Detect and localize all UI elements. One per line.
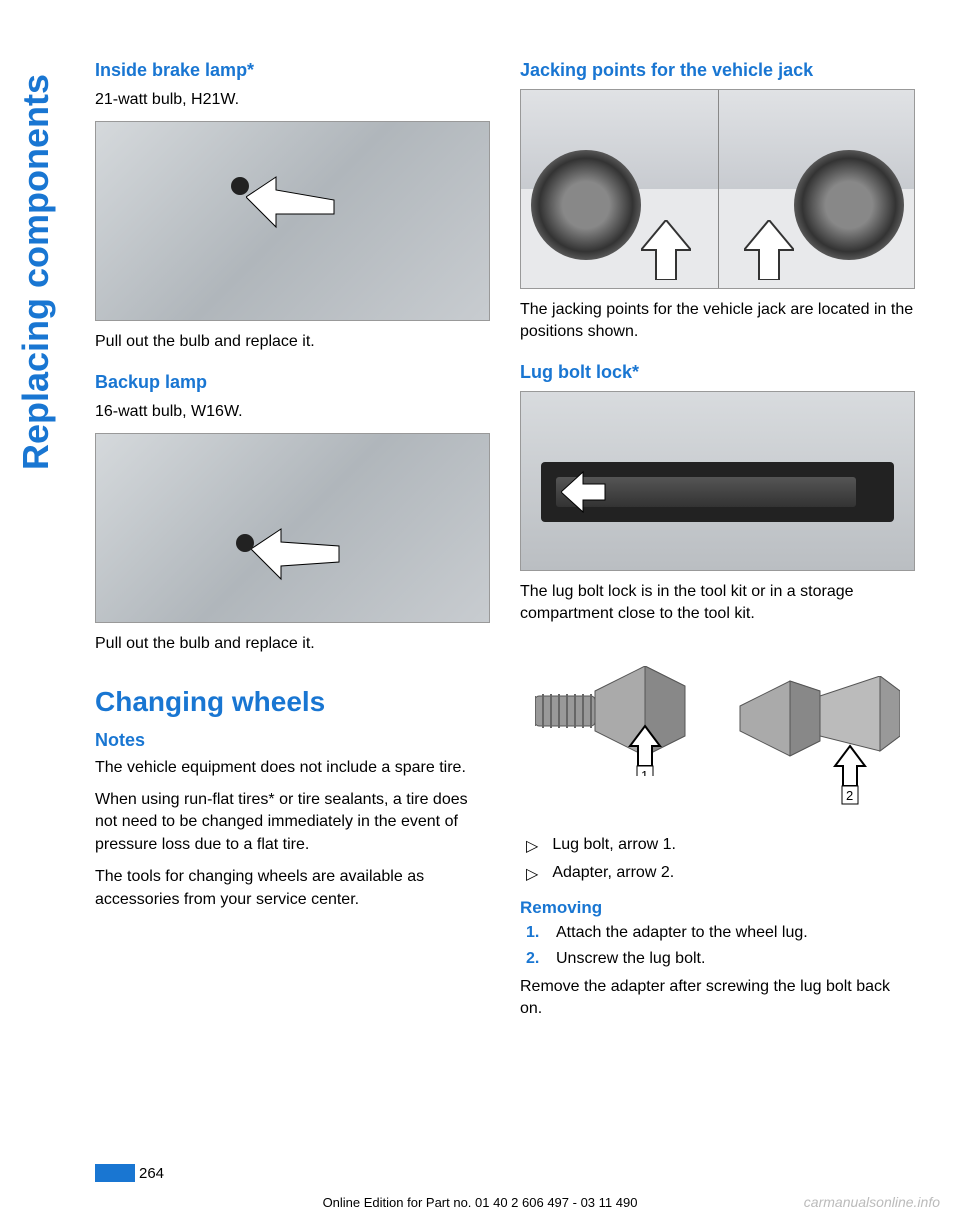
step-1: 1. Attach the adapter to the wheel lug. — [520, 924, 915, 942]
page-number: 264 — [95, 1165, 164, 1182]
bullet-text-2: Adapter, arrow 2. — [552, 864, 674, 884]
heading-jacking-points: Jacking points for the vehicle jack — [520, 60, 915, 81]
bullet-text-1: Lug bolt, arrow 1. — [552, 836, 676, 856]
heading-backup-lamp: Backup lamp — [95, 372, 490, 393]
step-text-2: Unscrew the lug bolt. — [556, 950, 705, 968]
triangle-bullet-icon: ▷ — [526, 864, 538, 884]
step-text-1: Attach the adapter to the wheel lug. — [556, 924, 808, 942]
heading-changing-wheels: Changing wheels — [95, 686, 490, 718]
text-remove-adapter: Remove the adapter after screwing the lu… — [520, 976, 915, 1021]
heading-lug-bolt-lock: Lug bolt lock* — [520, 362, 915, 383]
sidebar-title: Replacing components — [15, 74, 57, 470]
text-bulb-spec-1: 21-watt bulb, H21W. — [95, 89, 490, 111]
text-notes-1: The vehicle equipment does not include a… — [95, 757, 490, 779]
figure-backup-lamp — [95, 433, 490, 623]
figure-jacking-points — [520, 89, 915, 289]
content-area: Inside brake lamp* 21-watt bulb, H21W. P… — [95, 50, 915, 1172]
left-column: Inside brake lamp* 21-watt bulb, H21W. P… — [95, 50, 490, 1172]
triangle-bullet-icon: ▷ — [526, 836, 538, 856]
text-pull-replace-2: Pull out the bulb and replace it. — [95, 633, 490, 655]
step-number-1: 1. — [526, 924, 544, 942]
step-2: 2. Unscrew the lug bolt. — [520, 950, 915, 968]
heading-notes: Notes — [95, 730, 490, 751]
step-number-2: 2. — [526, 950, 544, 968]
figure-brake-lamp — [95, 121, 490, 321]
svg-text:1: 1 — [641, 768, 648, 776]
text-notes-3: The tools for changing wheels are availa… — [95, 866, 490, 911]
svg-text:2: 2 — [846, 788, 853, 803]
watermark: carmanualsonline.info — [804, 1194, 940, 1210]
text-bulb-spec-2: 16-watt bulb, W16W. — [95, 401, 490, 423]
text-pull-replace-1: Pull out the bulb and replace it. — [95, 331, 490, 353]
text-jacking-points: The jacking points for the vehicle jack … — [520, 299, 915, 344]
bullet-lug-bolt: ▷ Lug bolt, arrow 1. — [520, 836, 915, 856]
figure-tool-kit — [520, 391, 915, 571]
heading-removing: Removing — [520, 898, 915, 918]
text-lug-bolt-location: The lug bolt lock is in the tool kit or … — [520, 581, 915, 626]
right-column: Jacking points for the vehicle jack The … — [520, 50, 915, 1172]
figure-lug-bolt-adapter: 1 2 — [520, 636, 915, 826]
heading-inside-brake-lamp: Inside brake lamp* — [95, 60, 490, 81]
bullet-adapter: ▷ Adapter, arrow 2. — [520, 864, 915, 884]
text-notes-2: When using run-flat tires* or tire seala… — [95, 789, 490, 856]
